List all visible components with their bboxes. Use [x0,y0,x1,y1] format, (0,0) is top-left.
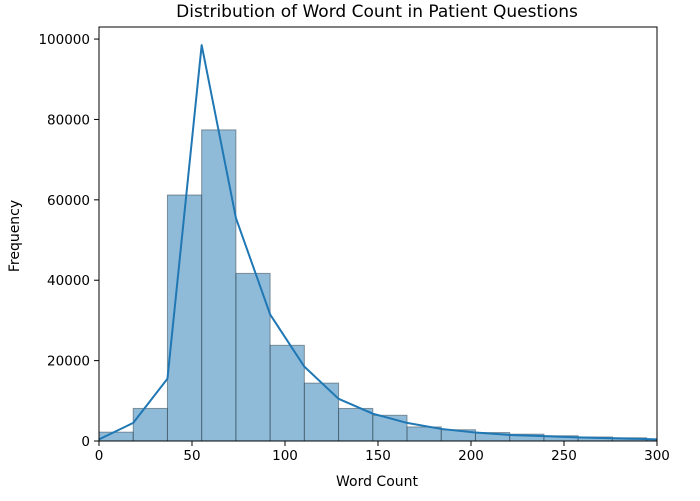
y-axis-label: Frequency [7,200,23,272]
y-tick-label: 60000 [47,193,90,209]
x-axis-label: Word Count [336,474,419,490]
x-tick-label: 300 [644,448,670,464]
y-tick-label: 0 [81,434,90,450]
y-tick-label: 20000 [47,354,90,370]
histogram-bar [338,407,374,442]
y-tick-label: 100000 [38,32,90,48]
kde-layer [98,44,658,441]
chart-title: Distribution of Word Count in Patient Qu… [176,2,578,22]
x-tick-label: 150 [365,448,391,464]
x-tick-label: 100 [272,448,298,464]
x-tick-label: 0 [95,448,104,464]
histogram-bar [132,407,168,442]
y-axis-ticks: 0 20000 40000 60000 80000 100000 [38,32,99,450]
y-tick-label: 80000 [47,112,90,128]
x-tick-label: 50 [183,448,200,464]
histogram-bars [98,129,658,442]
y-tick-label: 40000 [47,273,90,289]
histogram-bar [166,194,203,442]
x-tick-label: 250 [551,448,577,464]
x-axis-ticks: 0 50 100 150 200 250 300 [95,441,670,464]
histogram-bar [303,382,340,442]
histogram-bar [201,129,237,442]
x-tick-label: 200 [458,448,484,464]
kde-line [98,44,658,441]
